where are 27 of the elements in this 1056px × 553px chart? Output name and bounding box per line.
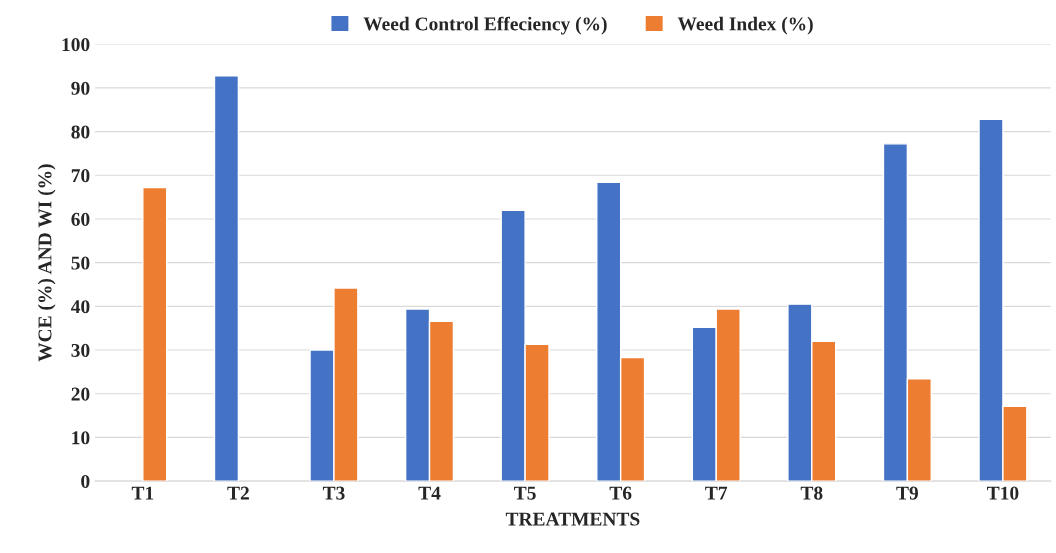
legend-label: Weed Index (%): [677, 16, 813, 35]
x-tick-label: T9: [896, 486, 919, 500]
y-tick-label: 10: [72, 431, 90, 445]
y-tick-label: 30: [71, 343, 90, 357]
y-tick-label: 90: [71, 81, 90, 95]
y-tick-label: 20: [71, 387, 90, 401]
y-tick-label: 100: [62, 38, 90, 52]
legend-label: Weed Control Effeciency (%): [363, 16, 607, 35]
x-tick-label: T10: [987, 486, 1019, 500]
x-tick-label: T6: [609, 486, 632, 500]
x-tick-label: T7: [705, 486, 728, 500]
x-tick-label: T5: [514, 486, 536, 500]
x-axis-title: TREATMENTS: [505, 512, 640, 526]
y-tick-label: 60: [71, 212, 90, 226]
y-tick-label: 80: [71, 125, 90, 139]
x-tick-label: T4: [418, 486, 441, 500]
bar: [213, 74, 240, 482]
x-tick-label: T1: [131, 486, 154, 500]
y-tick-label: 70: [71, 169, 90, 183]
y-tick-label: 40: [71, 300, 90, 314]
x-tick-label: T3: [322, 486, 345, 500]
x-tick-label: T8: [800, 486, 823, 500]
y-tick-label: 0: [81, 474, 90, 489]
y-axis-title: WCE (%) AND WI (%): [37, 164, 56, 362]
x-tick-label: T2: [227, 486, 249, 500]
y-tick-label: 50: [71, 256, 90, 270]
bar: [142, 186, 168, 482]
